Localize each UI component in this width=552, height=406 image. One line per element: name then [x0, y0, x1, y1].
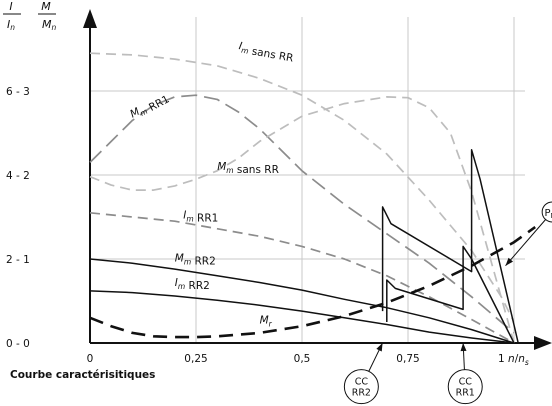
cc-rr1-label: CC [459, 377, 473, 388]
series-labels: Im sans RR Mm RR1 Mm sans RR Im RR1 Mm RR2 Im… [128, 40, 294, 329]
series-m-m-sans-rr [89, 96, 515, 344]
cc-rr2-arrow [376, 343, 383, 352]
x-axis-title: 1 n/ns [498, 353, 529, 367]
series-label: Mm sans RR [217, 161, 279, 176]
series-label: Im RR1 [183, 210, 218, 225]
x-tick-label: 0,75 [396, 353, 419, 365]
series-group [89, 52, 536, 344]
x-tick-label: 0 [87, 353, 94, 365]
axes [83, 9, 552, 350]
p-n-label: PN [545, 208, 552, 220]
y-title-current-numerator: I [9, 0, 12, 13]
series-label: Mr [260, 315, 273, 329]
series-i-m-rr1 [89, 211, 515, 344]
series-label: Mm RR1 [128, 91, 171, 123]
grid [90, 17, 525, 343]
p-n-arrow [505, 257, 514, 266]
y-tick-label: 2 - 1 [6, 254, 30, 266]
cc-rr1-label: RR1 [456, 388, 475, 399]
p-n-circle [541, 201, 552, 223]
series-m-r [89, 226, 536, 339]
annotations: CCRR2CCRR1PN [343, 201, 552, 405]
series-label: Mm RR2 [175, 253, 216, 268]
chart-caption: Courbe caractérisitiques [10, 369, 156, 381]
cc-rr1-arrow [460, 343, 467, 352]
cc-rr2-circle [343, 369, 379, 405]
series-m-m-rr2-rr1-couplage [381, 149, 519, 344]
cc-rr1-circle [447, 369, 483, 405]
x-tick-label: 0,25 [184, 353, 207, 365]
cc-rr2-label: RR2 [352, 388, 371, 399]
series-i-m-sans-rr [89, 52, 515, 323]
series-label: Im sans RR [237, 40, 294, 64]
cc-rr2-label: CC [355, 377, 369, 388]
y-tick-label: 6 - 3 [6, 86, 30, 98]
y-title-torque-numerator: M [41, 0, 51, 13]
series-i-m-rr2 [89, 290, 515, 344]
y-tick-label: 4 - 2 [6, 170, 30, 182]
series-m-m-rr2 [89, 258, 515, 344]
p-n-leader [505, 219, 546, 267]
series-label: Im RR2 [175, 277, 210, 292]
y-tick-label: 0 - 0 [6, 338, 30, 350]
series-i-m-rr2-rr1-couplage [386, 245, 515, 344]
y-title-torque-denominator: Mn [42, 18, 57, 32]
series-m-m-rr1 [89, 94, 515, 334]
y-axis-arrow [83, 9, 97, 28]
y-title-current-denominator: In [7, 18, 15, 32]
x-tick-label: 0,5 [294, 353, 311, 365]
x-axis-arrow [534, 336, 552, 350]
